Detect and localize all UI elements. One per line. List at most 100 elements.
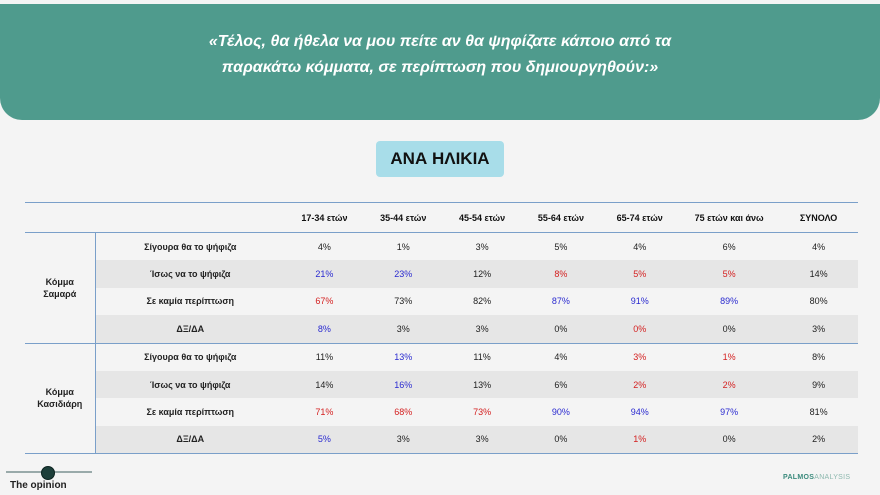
column-header: ΣΥΝΟΛΟ bbox=[779, 203, 858, 233]
question-line-1: «Τέλος, θα ήθελα να μου πείτε αν θα ψηφί… bbox=[209, 33, 671, 50]
value-cell: 3% bbox=[443, 233, 522, 261]
value-cell: 13% bbox=[443, 371, 522, 398]
value-cell: 6% bbox=[679, 233, 779, 261]
the-opinion-logo: The opinion bbox=[6, 466, 96, 492]
results-table: 17-34 ετών 35-44 ετών 45-54 ετών 55-64 ε… bbox=[25, 202, 858, 454]
value-cell: 13% bbox=[364, 343, 443, 371]
header-blank bbox=[25, 203, 95, 233]
table-row: Σε καμία περίπτωση 71% 68% 73% 90% 94% 97% 81% bbox=[25, 398, 858, 425]
value-cell: 2% bbox=[779, 426, 858, 454]
row-label: Ίσως να το ψήφιζα bbox=[95, 371, 285, 398]
logo-light: ANALYSIS bbox=[814, 474, 850, 481]
row-label: Σε καμία περίπτωση bbox=[95, 398, 285, 425]
question-line-2: παρακάτω κόμματα, σε περίπτωση που δημιο… bbox=[222, 59, 658, 76]
table-header-row: 17-34 ετών 35-44 ετών 45-54 ετών 55-64 ε… bbox=[25, 203, 858, 233]
group-label-line-1: Κόμμα bbox=[46, 277, 74, 287]
value-cell: 14% bbox=[779, 260, 858, 287]
value-cell: 23% bbox=[364, 260, 443, 287]
value-cell: 3% bbox=[443, 426, 522, 454]
value-cell: 94% bbox=[600, 398, 679, 425]
value-cell: 3% bbox=[600, 343, 679, 371]
value-cell: 0% bbox=[521, 426, 600, 454]
value-cell: 3% bbox=[779, 315, 858, 343]
table-row: Κόμμα Σαμαρά Σίγουρα θα το ψήφιζα 4% 1% 3% 5% 4… bbox=[25, 233, 858, 261]
value-cell: 0% bbox=[679, 426, 779, 454]
column-header: 65-74 ετών bbox=[600, 203, 679, 233]
value-cell: 71% bbox=[285, 398, 364, 425]
value-cell: 90% bbox=[521, 398, 600, 425]
value-cell: 16% bbox=[364, 371, 443, 398]
row-label: ΔΞ/ΔΑ bbox=[95, 315, 285, 343]
row-label: Ίσως να το ψήφιζα bbox=[95, 260, 285, 287]
row-label: ΔΞ/ΔΑ bbox=[95, 426, 285, 454]
value-cell: 5% bbox=[679, 260, 779, 287]
value-cell: 0% bbox=[679, 315, 779, 343]
row-label: Σίγουρα θα το ψήφιζα bbox=[95, 233, 285, 261]
value-cell: 87% bbox=[521, 288, 600, 315]
value-cell: 3% bbox=[364, 315, 443, 343]
logo-text: The opinion bbox=[10, 480, 67, 491]
row-label: Σίγουρα θα το ψήφιζα bbox=[95, 343, 285, 371]
value-cell: 5% bbox=[285, 426, 364, 454]
value-cell: 8% bbox=[521, 260, 600, 287]
value-cell: 0% bbox=[600, 315, 679, 343]
value-cell: 4% bbox=[521, 343, 600, 371]
group-label: Κόμμα Σαμαρά bbox=[25, 233, 95, 344]
value-cell: 4% bbox=[600, 233, 679, 261]
palmos-analysis-logo: PALMOSANALYSIS bbox=[783, 474, 850, 481]
value-cell: 1% bbox=[600, 426, 679, 454]
table-row: ΔΞ/ΔΑ 5% 3% 3% 0% 1% 0% 2% bbox=[25, 426, 858, 454]
value-cell: 9% bbox=[779, 371, 858, 398]
group-label-line-1: Κόμμα bbox=[46, 387, 74, 397]
question-banner: «Τέλος, θα ήθελα να μου πείτε αν θα ψηφί… bbox=[0, 4, 880, 120]
value-cell: 14% bbox=[285, 371, 364, 398]
column-header: 55-64 ετών bbox=[521, 203, 600, 233]
table-body: Κόμμα Σαμαρά Σίγουρα θα το ψήφιζα 4% 1% 3% 5% 4… bbox=[25, 233, 858, 454]
value-cell: 3% bbox=[364, 426, 443, 454]
table-row: Κόμμα Κασιδιάρη Σίγουρα θα το ψήφιζα 11% 13%… bbox=[25, 343, 858, 371]
value-cell: 82% bbox=[443, 288, 522, 315]
value-cell: 3% bbox=[443, 315, 522, 343]
value-cell: 81% bbox=[779, 398, 858, 425]
group-label: Κόμμα Κασιδιάρη bbox=[25, 343, 95, 454]
value-cell: 6% bbox=[521, 371, 600, 398]
value-cell: 4% bbox=[285, 233, 364, 261]
value-cell: 11% bbox=[443, 343, 522, 371]
section-label: ΑΝΑ ΗΛΙΚΙΑ bbox=[376, 141, 504, 177]
table-row: Σε καμία περίπτωση 67% 73% 82% 87% 91% 89% 80% bbox=[25, 288, 858, 315]
value-cell: 11% bbox=[285, 343, 364, 371]
value-cell: 67% bbox=[285, 288, 364, 315]
value-cell: 12% bbox=[443, 260, 522, 287]
table-row: Ίσως να το ψήφιζα 14% 16% 13% 6% 2% 2% 9% bbox=[25, 371, 858, 398]
column-header: 45-54 ετών bbox=[443, 203, 522, 233]
value-cell: 1% bbox=[679, 343, 779, 371]
value-cell: 5% bbox=[521, 233, 600, 261]
column-header: 17-34 ετών bbox=[285, 203, 364, 233]
value-cell: 73% bbox=[364, 288, 443, 315]
row-label: Σε καμία περίπτωση bbox=[95, 288, 285, 315]
value-cell: 21% bbox=[285, 260, 364, 287]
eye-icon bbox=[41, 466, 55, 480]
header-blank bbox=[95, 203, 285, 233]
value-cell: 73% bbox=[443, 398, 522, 425]
table-row: ΔΞ/ΔΑ 8% 3% 3% 0% 0% 0% 3% bbox=[25, 315, 858, 343]
column-header: 75 ετών και άνω bbox=[679, 203, 779, 233]
group-label-line-2: Κασιδιάρη bbox=[37, 399, 82, 409]
value-cell: 68% bbox=[364, 398, 443, 425]
value-cell: 97% bbox=[679, 398, 779, 425]
value-cell: 80% bbox=[779, 288, 858, 315]
question-text: «Τέλος, θα ήθελα να μου πείτε αν θα ψηφί… bbox=[140, 29, 740, 81]
logo-main: PALMOS bbox=[783, 474, 814, 481]
value-cell: 4% bbox=[779, 233, 858, 261]
value-cell: 0% bbox=[521, 315, 600, 343]
column-header: 35-44 ετών bbox=[364, 203, 443, 233]
value-cell: 2% bbox=[679, 371, 779, 398]
value-cell: 8% bbox=[285, 315, 364, 343]
value-cell: 2% bbox=[600, 371, 679, 398]
value-cell: 89% bbox=[679, 288, 779, 315]
group-label-line-2: Σαμαρά bbox=[43, 289, 76, 299]
value-cell: 91% bbox=[600, 288, 679, 315]
table-row: Ίσως να το ψήφιζα 21% 23% 12% 8% 5% 5% 14% bbox=[25, 260, 858, 287]
value-cell: 1% bbox=[364, 233, 443, 261]
value-cell: 5% bbox=[600, 260, 679, 287]
